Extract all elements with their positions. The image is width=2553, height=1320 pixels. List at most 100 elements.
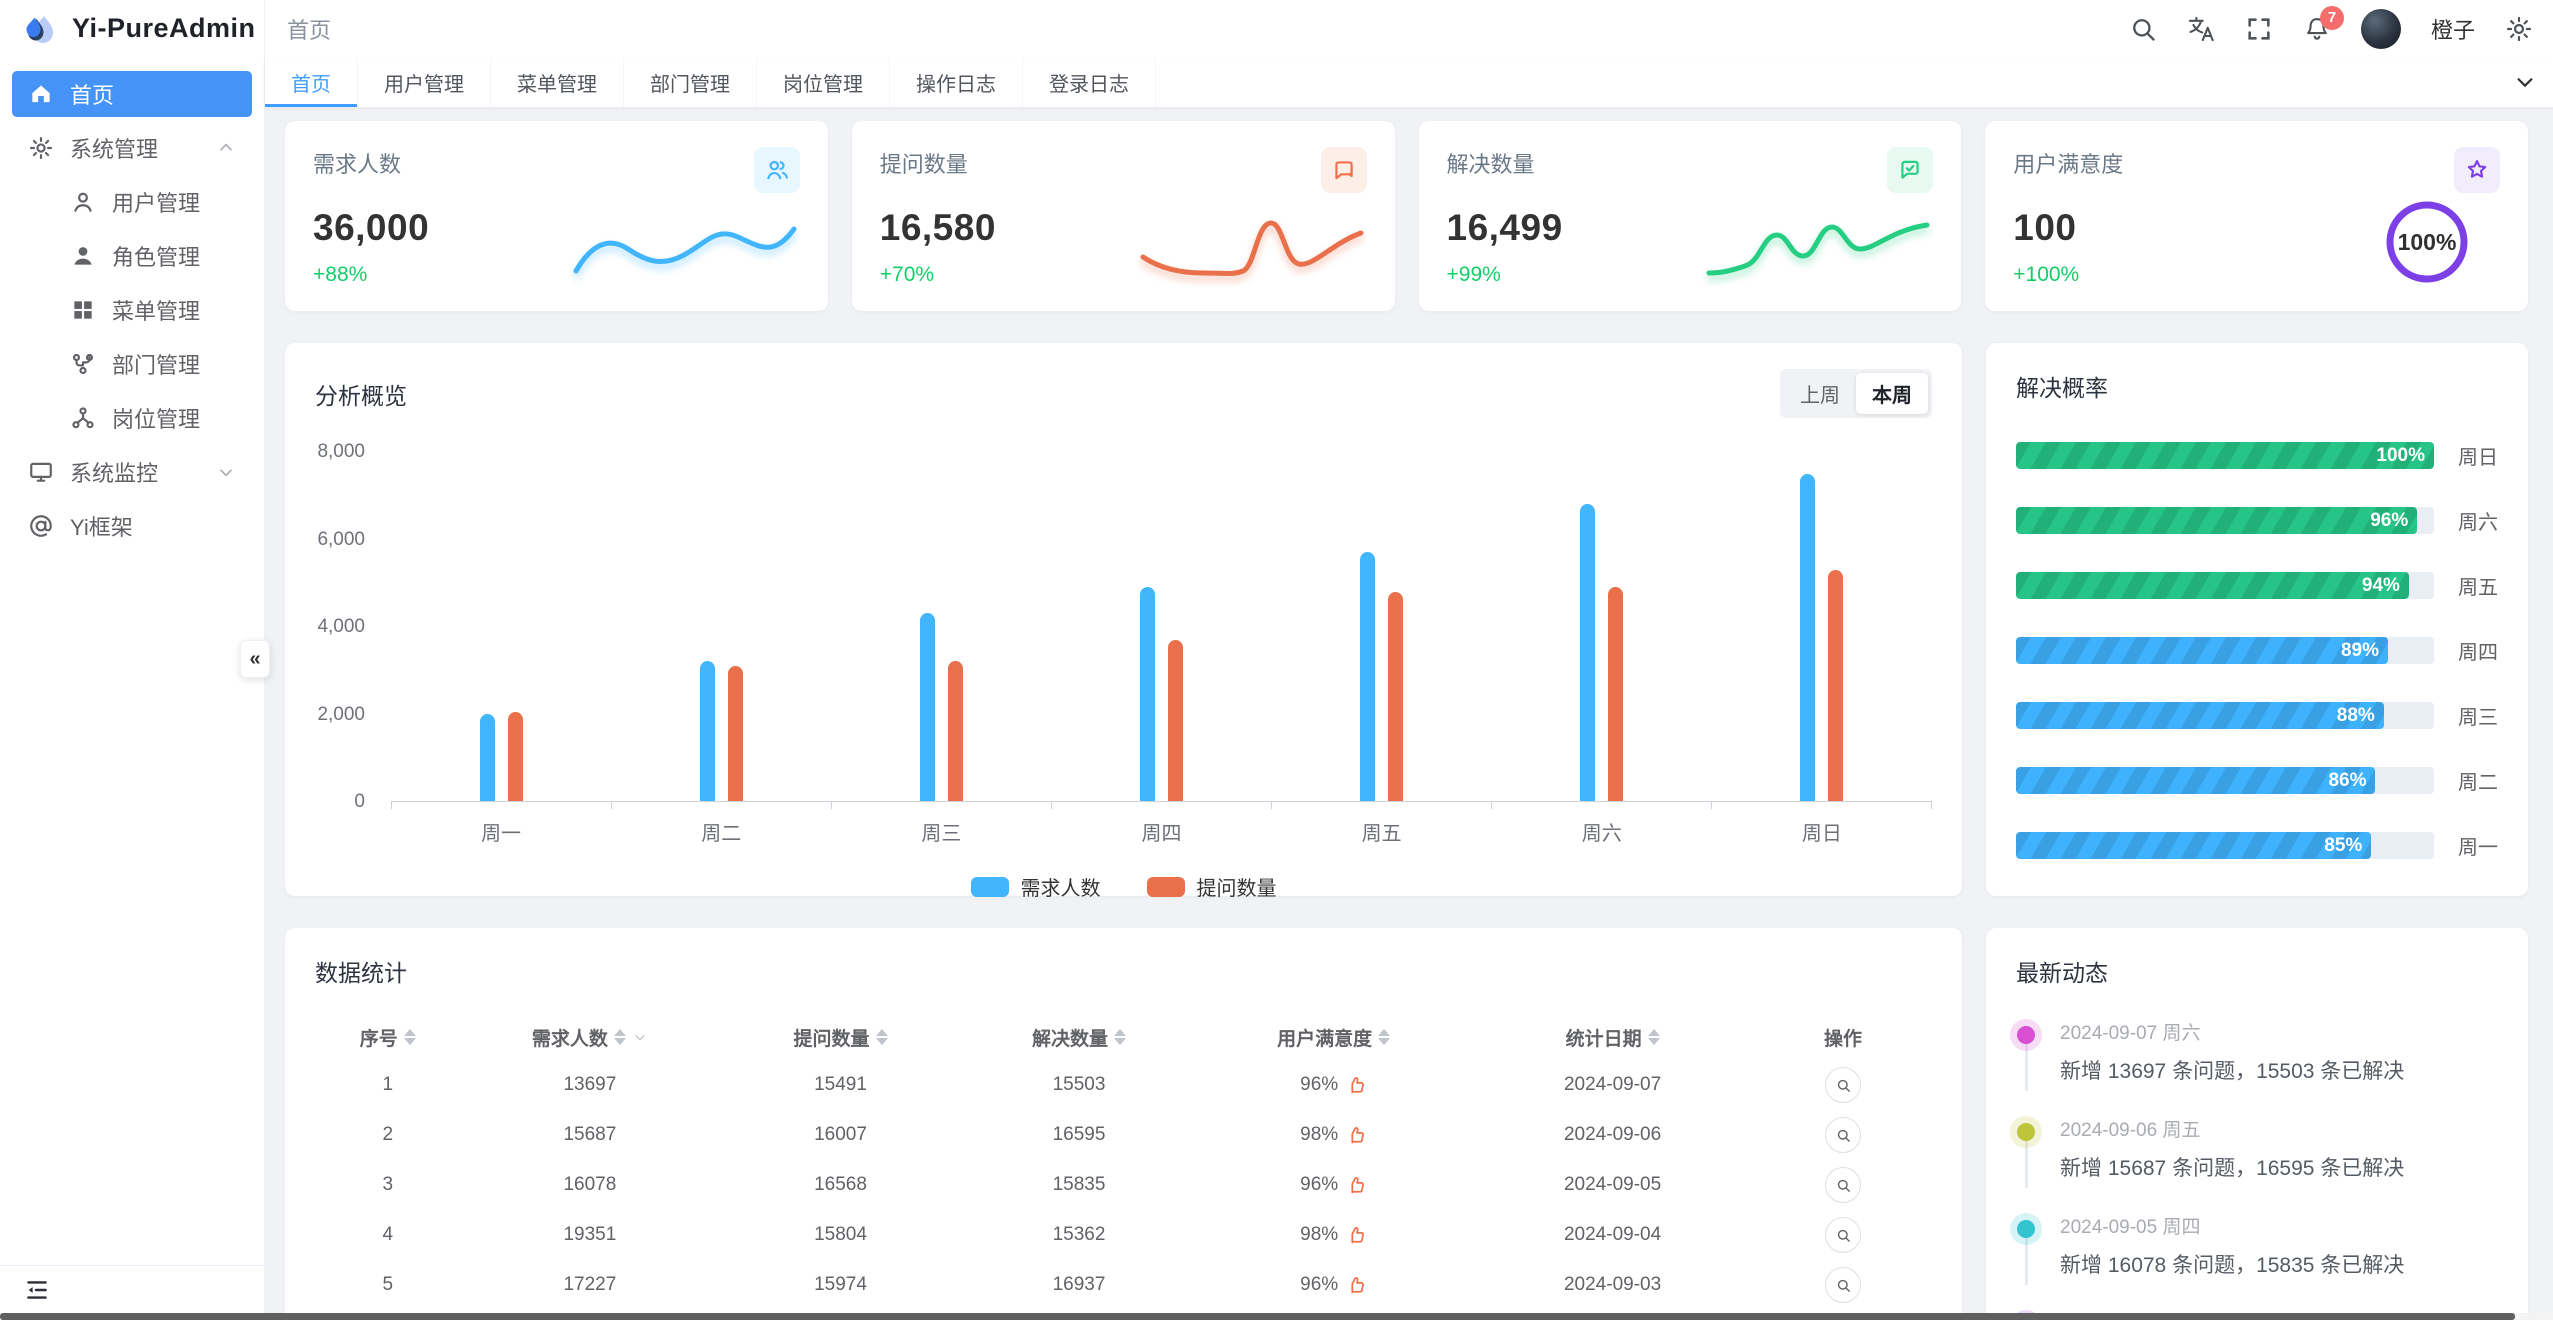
tab-2[interactable]: 菜单管理: [491, 57, 624, 107]
stat-card-title: 提问数量: [879, 152, 968, 177]
table-col-2[interactable]: 提问数量: [719, 1024, 962, 1051]
sidebar-item-6[interactable]: 岗位管理: [12, 395, 252, 441]
bar-需求人数-周一[interactable]: [479, 713, 495, 801]
table-col-5[interactable]: 统计日期: [1471, 1024, 1754, 1051]
avatar[interactable]: [2360, 8, 2401, 49]
tab-6[interactable]: 登录日志: [1023, 57, 1156, 107]
timeline-dot-col: [2016, 1212, 2036, 1285]
sidebar-item-7[interactable]: 系统监控: [12, 449, 252, 495]
solve-rate-row-4: 88% 周三: [2016, 701, 2498, 730]
legend-swatch: [1146, 876, 1185, 897]
week-toggle: 上周 本周: [1780, 369, 1932, 418]
cell-date: 2024-09-04: [1563, 1224, 1662, 1245]
tab-1[interactable]: 用户管理: [358, 57, 491, 107]
scrollbar-thumb[interactable]: [0, 1313, 2515, 1320]
sidebar-item-4[interactable]: 菜单管理: [12, 287, 252, 333]
cell-questions: 15804: [814, 1224, 867, 1245]
search-icon[interactable]: [2129, 15, 2157, 43]
table-row-2: 3 16078 16568 15835 96% 2024-09-05: [315, 1160, 1932, 1210]
progress-track: 85%: [2016, 832, 2434, 859]
latest-news-card: 最新动态 2024-09-07 周六 新增 13697 条问题，15503 条已…: [1986, 928, 2528, 1313]
table-col-4[interactable]: 用户满意度: [1196, 1024, 1471, 1051]
tab-0[interactable]: 首页: [265, 57, 358, 107]
tab-5[interactable]: 操作日志: [890, 57, 1023, 107]
notification-bell-icon[interactable]: 7: [2303, 5, 2344, 43]
table-header-row: 序号 需求人数 提问数量 解决数量 用户满意度 统计日期 操作: [315, 1014, 1932, 1060]
sidebar-item-1[interactable]: 系统管理: [12, 125, 252, 171]
bar-需求人数-周二[interactable]: [699, 661, 715, 801]
timeline: 2024-09-07 周六 新增 13697 条问题，15503 条已解决 20…: [2016, 1018, 2498, 1313]
cell-demand: 19351: [563, 1224, 617, 1245]
username[interactable]: 橙子: [2430, 17, 2475, 43]
progress-fill: 86%: [2016, 767, 2376, 794]
stat-card-delta: +70%: [879, 263, 935, 286]
data-table: 序号 需求人数 提问数量 解决数量 用户满意度 统计日期 操作 1 13697 15491 …: [315, 1014, 1932, 1313]
sidebar-item-8[interactable]: Yi框架: [12, 503, 252, 549]
bar-提问数量-周六[interactable]: [1608, 587, 1624, 801]
stat-card-delta: +100%: [2013, 263, 2080, 286]
fullscreen-icon[interactable]: [2245, 15, 2273, 43]
bar-需求人数-周六[interactable]: [1580, 504, 1596, 801]
legend-item[interactable]: 需求人数: [970, 872, 1101, 901]
bar-需求人数-周三[interactable]: [919, 613, 935, 801]
satisfaction-value: 98%: [1300, 1124, 1339, 1145]
stat-card-title: 解决数量: [1446, 152, 1535, 177]
settings-gear-icon[interactable]: [2505, 15, 2533, 43]
cell-index: 2: [382, 1124, 394, 1145]
table-col-6[interactable]: 操作: [1754, 1024, 1932, 1051]
x-tick-label: 周三: [921, 823, 962, 845]
monitor-icon: [28, 459, 54, 485]
sort-carets-icon[interactable]: [875, 1029, 888, 1045]
bar-提问数量-周二[interactable]: [727, 665, 743, 801]
brand[interactable]: Yi-PureAdmin: [0, 0, 264, 57]
bar-需求人数-周四[interactable]: [1139, 587, 1155, 801]
table-col-3[interactable]: 解决数量: [962, 1024, 1196, 1051]
view-row-button[interactable]: [1825, 1117, 1861, 1153]
sort-carets-icon[interactable]: [1114, 1029, 1127, 1045]
view-row-button[interactable]: [1825, 1217, 1861, 1253]
view-row-button[interactable]: [1825, 1167, 1861, 1203]
bar-需求人数-周五[interactable]: [1360, 552, 1376, 801]
bar-group-6: [1712, 452, 1932, 801]
bar-提问数量-周三[interactable]: [947, 661, 963, 801]
bar-需求人数-周日[interactable]: [1800, 473, 1816, 801]
x-tick: [612, 802, 832, 809]
horizontal-scrollbar[interactable]: [0, 1313, 2553, 1320]
breadcrumb[interactable]: 首页: [287, 17, 332, 43]
cell-solved: 16937: [1052, 1274, 1106, 1295]
toggle-0[interactable]: 上周: [1800, 385, 1840, 407]
sort-carets-icon[interactable]: [1378, 1029, 1391, 1045]
translate-icon[interactable]: [2187, 15, 2215, 43]
filter-chevron-icon[interactable]: [632, 1029, 648, 1045]
sidebar-collapse-button[interactable]: «: [240, 640, 270, 678]
view-row-button[interactable]: [1825, 1267, 1861, 1303]
sidebar-item-2[interactable]: 用户管理: [12, 179, 252, 225]
toggle-1[interactable]: 本周: [1856, 373, 1928, 414]
sidebar-item-3[interactable]: 角色管理: [12, 233, 252, 279]
grid-icon: [70, 297, 96, 323]
table-col-0[interactable]: 序号: [315, 1024, 461, 1051]
home-icon: [28, 81, 54, 107]
table-col-label: 统计日期: [1565, 1028, 1642, 1050]
bar-提问数量-周五[interactable]: [1388, 591, 1404, 801]
view-row-button[interactable]: [1825, 1067, 1861, 1103]
cell-demand: 15687: [563, 1124, 617, 1145]
cell-date: 2024-09-03: [1563, 1274, 1662, 1295]
sidebar-item-0[interactable]: 首页: [12, 71, 252, 117]
fold-sidebar-icon[interactable]: [24, 1277, 50, 1303]
progress-day-label: 周二: [2458, 772, 2498, 794]
legend-item[interactable]: 提问数量: [1146, 872, 1277, 901]
tab-3[interactable]: 部门管理: [624, 57, 757, 107]
thumbs-up-icon: [1346, 1275, 1367, 1296]
sort-carets-icon[interactable]: [613, 1029, 626, 1045]
bar-提问数量-周一[interactable]: [507, 711, 523, 801]
sidebar-item-5[interactable]: 部门管理: [12, 341, 252, 387]
bar-提问数量-周四[interactable]: [1167, 639, 1183, 801]
tabs-dropdown-icon[interactable]: [2497, 57, 2553, 107]
tab-4[interactable]: 岗位管理: [757, 57, 890, 107]
bar-提问数量-周日[interactable]: [1828, 569, 1844, 801]
latest-news-title: 最新动态: [2016, 960, 2108, 986]
sort-carets-icon[interactable]: [1647, 1029, 1660, 1045]
table-col-1[interactable]: 需求人数: [461, 1024, 720, 1051]
sort-carets-icon[interactable]: [403, 1029, 416, 1045]
